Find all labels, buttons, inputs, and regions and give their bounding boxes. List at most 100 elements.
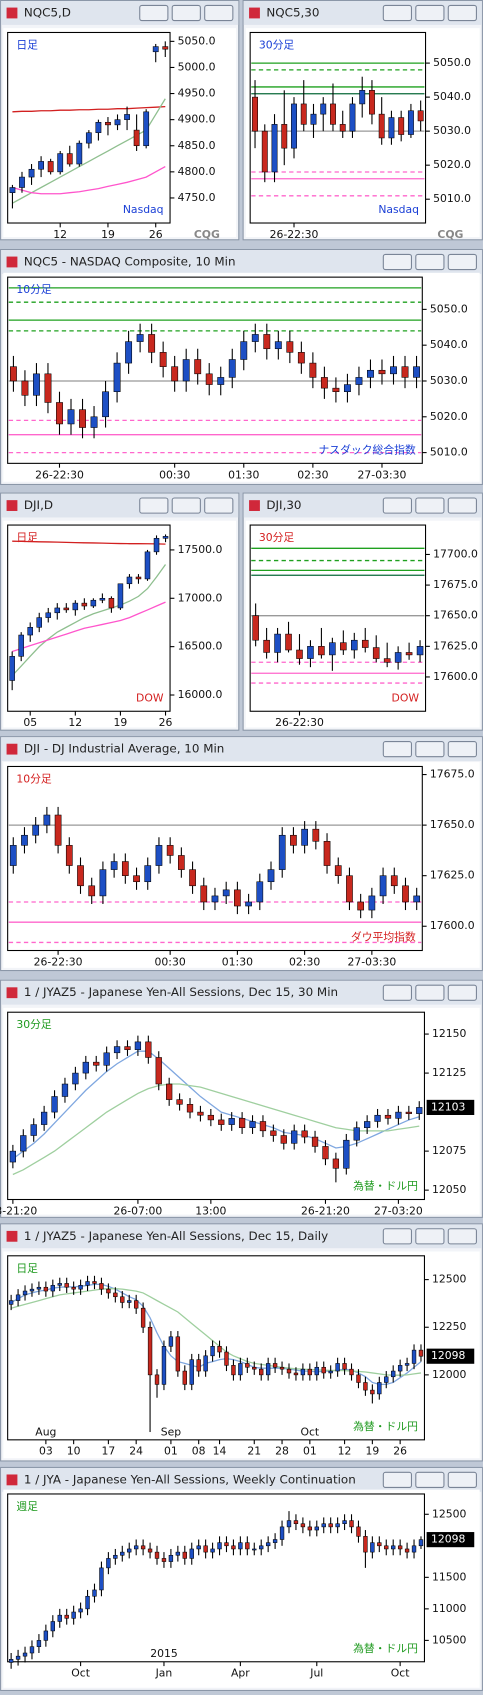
- candle-body: [93, 1061, 100, 1066]
- minimize-button[interactable]: [382, 1228, 413, 1245]
- maximize-button[interactable]: [415, 984, 445, 1001]
- instrument-label: Nasdaq: [123, 203, 164, 216]
- window-title: 1 / JYAZ5 - Japanese Yen-All Sessions, D…: [24, 985, 338, 999]
- y-tick-label: 11000: [432, 1602, 467, 1615]
- minimize-button[interactable]: [139, 4, 169, 22]
- timeframe-label: 日足: [16, 531, 38, 544]
- minimize-button[interactable]: [382, 984, 413, 1001]
- candle-body: [194, 359, 202, 375]
- candle-body: [401, 366, 409, 378]
- candle-body: [280, 1135, 287, 1144]
- candle-body: [79, 409, 86, 428]
- candle-body: [332, 387, 340, 393]
- candle-body: [251, 334, 259, 342]
- window-icon: [6, 1474, 18, 1486]
- title-bar: [1, 1224, 482, 1249]
- candle-body: [64, 1614, 69, 1619]
- candle-body: [154, 1551, 160, 1559]
- candle-body: [78, 1285, 83, 1290]
- candle-body: [285, 633, 292, 651]
- candle-body: [301, 1130, 308, 1138]
- timeframe-label: 30分足: [16, 1018, 52, 1031]
- candle-body: [263, 639, 270, 653]
- maximize-button[interactable]: [415, 1228, 445, 1245]
- candle-body: [105, 121, 111, 126]
- logo: CQG: [437, 228, 463, 241]
- candle-body: [61, 1083, 69, 1097]
- close-button[interactable]: [447, 497, 477, 514]
- x-tick-label: 01: [303, 1445, 317, 1458]
- close-button[interactable]: [447, 1228, 477, 1245]
- candle-body: [36, 617, 42, 628]
- candle-body: [9, 366, 17, 382]
- candle-body: [65, 845, 73, 866]
- close-button[interactable]: [204, 497, 234, 514]
- minimize-button[interactable]: [382, 4, 413, 22]
- candle-body: [349, 1368, 354, 1376]
- close-button[interactable]: [204, 4, 234, 22]
- y-tick-label: 5010.0: [433, 192, 471, 205]
- candle-body: [15, 1294, 21, 1301]
- candle-body: [189, 869, 196, 887]
- x-tick-label: 00:30: [159, 468, 190, 481]
- candle-body: [395, 1111, 402, 1119]
- candle-body: [309, 362, 317, 378]
- minimize-button[interactable]: [382, 497, 413, 514]
- candle-body: [245, 1542, 250, 1550]
- candle-body: [353, 1127, 360, 1141]
- x-tick-label: Jan: [155, 1667, 173, 1680]
- candle-body: [66, 153, 73, 165]
- candle-body: [259, 1368, 264, 1376]
- close-button[interactable]: [447, 253, 477, 271]
- moving-average: [12, 105, 166, 113]
- x-tick-label: 26-22:30: [275, 716, 324, 729]
- candle-body: [45, 612, 52, 618]
- candle-body: [57, 1614, 62, 1622]
- candle-body: [322, 1146, 329, 1160]
- maximize-button[interactable]: [415, 497, 445, 514]
- candle-body: [349, 1520, 354, 1528]
- minimize-button[interactable]: [382, 1471, 413, 1489]
- plot-frame: [7, 1011, 425, 1201]
- candle-body: [71, 1611, 76, 1619]
- maximize-button[interactable]: [415, 4, 445, 22]
- candle-body: [388, 117, 395, 139]
- moving-average: [12, 540, 166, 545]
- x-tick-label: 00:30: [155, 955, 186, 968]
- y-tick-label: 12125: [432, 1066, 466, 1079]
- close-button[interactable]: [447, 4, 477, 22]
- instrument-label: 為替・ドル円: [353, 1179, 418, 1193]
- candle-body: [330, 103, 336, 125]
- candle-body: [357, 901, 365, 911]
- candle-body: [147, 1326, 153, 1376]
- candle-body: [92, 1589, 97, 1597]
- maximize-button[interactable]: [415, 253, 445, 271]
- timeframe-label: 日足: [16, 1262, 38, 1275]
- minimize-button[interactable]: [382, 741, 413, 758]
- title-bar: [1, 250, 482, 274]
- maximize-button[interactable]: [415, 741, 445, 758]
- candle-body: [28, 168, 35, 178]
- candle-body: [384, 1114, 392, 1119]
- candle-body: [90, 599, 97, 607]
- close-button[interactable]: [447, 984, 477, 1001]
- maximize-button[interactable]: [171, 4, 201, 22]
- close-button[interactable]: [447, 741, 477, 758]
- maximize-button[interactable]: [415, 1471, 445, 1489]
- y-tick-label: 17000.0: [178, 591, 223, 604]
- minimize-button[interactable]: [382, 253, 413, 271]
- y-tick-label: 17625.0: [430, 869, 475, 882]
- candle-body: [293, 1372, 299, 1376]
- candle-body: [252, 1366, 257, 1370]
- close-button[interactable]: [447, 1471, 477, 1489]
- candle-body: [342, 1520, 347, 1525]
- y-tick-label: 5050.0: [178, 34, 216, 47]
- candle-body: [140, 1545, 146, 1550]
- minimize-button[interactable]: [139, 497, 169, 514]
- candle-body: [416, 646, 424, 656]
- plot-frame: [249, 31, 427, 224]
- candle-body: [224, 1542, 229, 1547]
- plot-frame: [249, 524, 427, 712]
- instrument-label: 為替・ドル円: [353, 1641, 418, 1655]
- maximize-button[interactable]: [171, 497, 201, 514]
